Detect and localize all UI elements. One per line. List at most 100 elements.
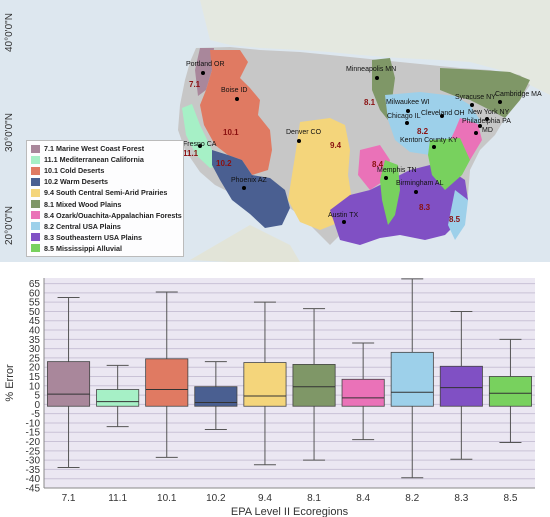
map-region-10-2 <box>212 150 290 228</box>
legend-label: 11.1 Mediterranean California <box>44 155 144 165</box>
city-dot <box>342 220 346 224</box>
legend-item: 9.4 South Central Semi-Arid Prairies <box>31 187 179 198</box>
city-dot <box>198 144 202 148</box>
y-tick-label: -30 <box>26 456 41 467</box>
y-tick-label: -10 <box>26 418 41 429</box>
legend-swatch <box>31 211 40 220</box>
x-tick-label: 8.4 <box>356 493 370 504</box>
region-label-8-3: 8.3 <box>419 203 431 212</box>
y-tick-label: 40 <box>29 326 41 337</box>
map-region-11-1 <box>182 104 220 168</box>
region-label-8-4: 8.4 <box>372 160 384 169</box>
legend-label: 8.3 Southeastern USA Plains <box>44 232 142 242</box>
legend-swatch <box>31 222 40 231</box>
legend-label: 8.5 Mississippi Alluvial <box>44 243 123 253</box>
city-dot <box>470 103 474 107</box>
city-dot <box>414 190 418 194</box>
city-dot <box>478 124 482 128</box>
map-region-9-4 <box>288 118 352 230</box>
legend-item: 8.3 Southeastern USA Plains <box>31 232 179 243</box>
y-tick-label: 20 <box>29 363 41 374</box>
y-tick-label: 35 <box>29 335 41 346</box>
legend-label: 10.1 Cold Deserts <box>44 166 105 176</box>
legend-swatch <box>31 144 40 153</box>
city-label-boise: Boise ID <box>221 87 248 94</box>
legend-item: 8.1 Mixed Wood Plains <box>31 198 179 209</box>
legend-swatch <box>31 177 40 186</box>
box-plot: 65605550454035302520151050-5-10-15-20-25… <box>4 278 535 517</box>
y-tick-label: 10 <box>29 381 41 392</box>
y-tick-label: 45 <box>29 316 41 327</box>
map-canada <box>200 0 550 95</box>
y-tick-label: -20 <box>26 437 41 448</box>
region-label-10-1: 10.1 <box>223 128 239 137</box>
region-label-11-1: 11.1 <box>183 149 199 158</box>
y-tick-label: 30 <box>29 344 41 355</box>
legend-item: 10.2 Warm Deserts <box>31 176 179 187</box>
city-label-chicago: Chicago IL <box>387 113 421 120</box>
box-10.2 <box>194 386 238 407</box>
city-label-birmingham: Birmingham AL <box>396 180 444 187</box>
city-label-phoenix: Phoenix AZ <box>231 177 267 184</box>
city-dot <box>242 186 246 190</box>
legend-swatch <box>31 233 40 242</box>
map-region-8-2-south <box>448 190 468 240</box>
box-9.4 <box>243 362 287 407</box>
legend-label: 9.4 South Central Semi-Arid Prairies <box>44 188 168 198</box>
x-tick-label: 9.4 <box>258 493 272 504</box>
legend-label: 8.2 Central USA Plains <box>44 221 121 231</box>
box-8.5 <box>488 376 532 407</box>
map-region-8-1-east <box>440 68 530 118</box>
legend-label: 7.1 Marine West Coast Forest <box>44 144 145 154</box>
x-tick-label: 8.5 <box>503 493 517 504</box>
city-label-md: MD <box>482 127 493 134</box>
y-tick-label: 55 <box>29 298 41 309</box>
map-legend: 7.1 Marine West Coast Forest 11.1 Medite… <box>26 140 184 257</box>
y-tick-label: 5 <box>34 391 40 402</box>
city-label-new-york: New York NY <box>468 109 510 116</box>
box-plot-panel: 65 60 55 50 45 40 35 30 25 20 15 10 5 0 -5 -10 -15 -20 -25… <box>0 264 550 517</box>
legend-swatch <box>31 188 40 197</box>
lat-label-30: 30°0'0"N <box>4 113 15 152</box>
lat-label-40: 40°0'0"N <box>4 13 15 52</box>
city-label-kenton: Kenton County KY <box>400 137 458 144</box>
city-dot <box>405 121 409 125</box>
map-region-8-3 <box>330 165 468 245</box>
legend-item: 7.1 Marine West Coast Forest <box>31 143 179 154</box>
city-label-memphis: Memphis TN <box>377 167 417 174</box>
box-10.1 <box>145 358 189 407</box>
legend-swatch <box>31 155 40 164</box>
map-graphic <box>0 0 550 262</box>
region-label-8-1: 8.1 <box>364 98 376 107</box>
x-tick-label: 8.1 <box>307 493 321 504</box>
city-dot <box>201 71 205 75</box>
box-7.1 <box>47 361 91 407</box>
y-tick-label: -25 <box>26 446 41 457</box>
city-label-syracuse: Syracuse NY <box>455 94 496 101</box>
region-label-10-2: 10.2 <box>216 159 232 168</box>
y-tick-label: -5 <box>31 409 40 420</box>
city-dot <box>485 117 489 121</box>
map-region-8-5-b <box>428 138 470 190</box>
map-region-10-1 <box>200 50 272 175</box>
city-dot <box>384 176 388 180</box>
y-tick-label: 65 <box>29 279 41 290</box>
x-tick-label: 8.2 <box>405 493 419 504</box>
city-label-portland: Portland OR <box>186 61 225 68</box>
box-8.4 <box>341 378 385 407</box>
city-dot <box>498 100 502 104</box>
region-label-8-5: 8.5 <box>449 215 461 224</box>
city-label-cambridge: Cambridge MA <box>495 91 542 98</box>
y-tick-label: 25 <box>29 353 41 364</box>
box-8.1 <box>292 364 336 407</box>
legend-swatch <box>31 244 40 253</box>
legend-item: 8.2 Central USA Plains <box>31 221 179 232</box>
y-tick-label: 50 <box>29 307 41 318</box>
city-dot <box>440 114 444 118</box>
map-mexico <box>190 225 300 262</box>
city-dot <box>297 139 301 143</box>
legend-swatch <box>31 166 40 175</box>
y-tick-label: -45 <box>26 484 41 495</box>
box-8.2 <box>390 351 434 407</box>
city-dot <box>432 145 436 149</box>
